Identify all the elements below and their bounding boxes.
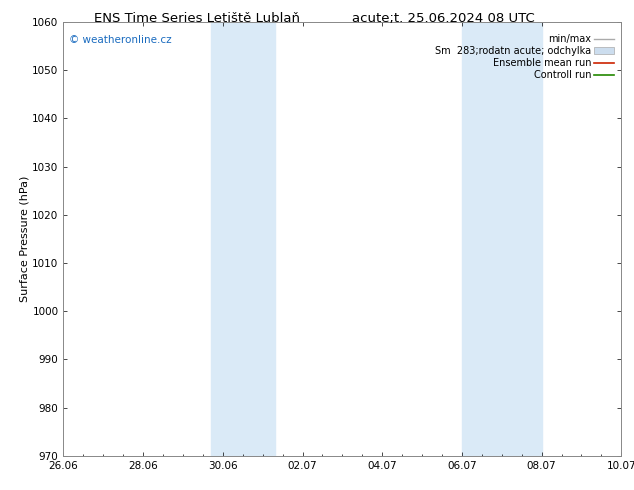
Text: © weatheronline.cz: © weatheronline.cz	[69, 35, 172, 45]
Bar	[462, 22, 541, 456]
Text: acute;t. 25.06.2024 08 UTC: acute;t. 25.06.2024 08 UTC	[353, 12, 535, 25]
Bar	[211, 22, 275, 456]
Legend: min/max, Sm  283;rodatn acute; odchylka, Ensemble mean run, Controll run: min/max, Sm 283;rodatn acute; odchylka, …	[432, 31, 616, 83]
Y-axis label: Surface Pressure (hPa): Surface Pressure (hPa)	[20, 176, 30, 302]
Text: ENS Time Series Letiště Lublaň: ENS Time Series Letiště Lublaň	[94, 12, 299, 25]
